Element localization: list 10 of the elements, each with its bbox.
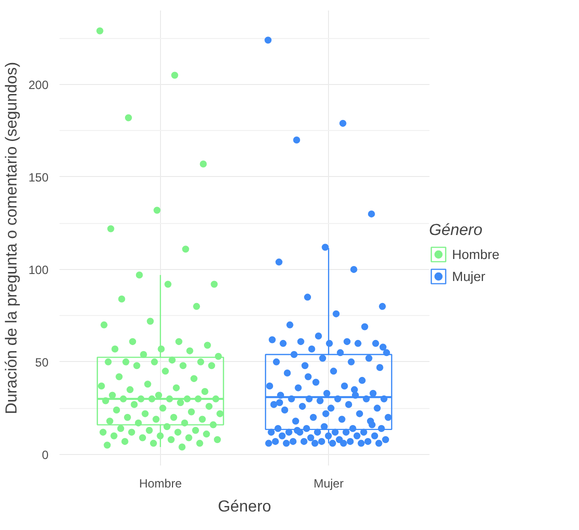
y-axis-title: Duración de la pregunta o comentario (segundos) (3, 62, 20, 414)
legend-label: Mujer (452, 268, 486, 284)
y-tick-label: 0 (42, 448, 49, 462)
legend-label: Hombre (452, 246, 500, 262)
x-axis-title: Género (429, 222, 484, 240)
y-tick-label: 50 (35, 355, 49, 370)
legend-title: Género (218, 498, 272, 516)
y-tick-label: 200 (28, 78, 49, 92)
y-tick-label: 100 (28, 262, 49, 277)
y-tick-label: 150 (28, 170, 49, 184)
